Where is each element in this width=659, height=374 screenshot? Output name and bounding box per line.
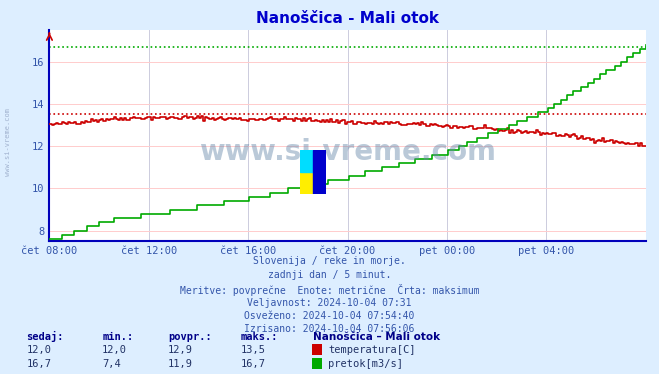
Text: maks.:: maks.: [241, 332, 278, 341]
Text: min.:: min.: [102, 332, 133, 341]
Title: Nanoščica - Mali otok: Nanoščica - Mali otok [256, 11, 439, 26]
Text: sedaj:: sedaj: [26, 331, 64, 341]
Text: 16,7: 16,7 [241, 359, 266, 369]
Bar [300, 150, 313, 172]
Text: 11,9: 11,9 [168, 359, 193, 369]
Text: 16,7: 16,7 [26, 359, 51, 369]
Text: 12,0: 12,0 [26, 346, 51, 355]
Text: temperatura[C]: temperatura[C] [328, 346, 416, 355]
Bar [300, 172, 313, 194]
Text: zadnji dan / 5 minut.: zadnji dan / 5 minut. [268, 270, 391, 280]
Text: pretok[m3/s]: pretok[m3/s] [328, 359, 403, 369]
Text: Slovenija / reke in morje.: Slovenija / reke in morje. [253, 256, 406, 266]
Text: Meritve: povprečne  Enote: metrične  Črta: maksimum: Meritve: povprečne Enote: metrične Črta:… [180, 284, 479, 296]
Bar [313, 150, 326, 194]
Text: Izrisano: 2024-10-04 07:56:06: Izrisano: 2024-10-04 07:56:06 [244, 324, 415, 334]
Text: 13,5: 13,5 [241, 346, 266, 355]
Text: Osveženo: 2024-10-04 07:54:40: Osveženo: 2024-10-04 07:54:40 [244, 311, 415, 321]
Text: 7,4: 7,4 [102, 359, 121, 369]
Text: 12,0: 12,0 [102, 346, 127, 355]
Text: www.si-vreme.com: www.si-vreme.com [199, 138, 496, 166]
Text: www.si-vreme.com: www.si-vreme.com [5, 108, 11, 176]
Text: Nanoščica – Mali otok: Nanoščica – Mali otok [313, 332, 440, 341]
Text: 12,9: 12,9 [168, 346, 193, 355]
Text: Veljavnost: 2024-10-04 07:31: Veljavnost: 2024-10-04 07:31 [247, 298, 412, 308]
Text: povpr.:: povpr.: [168, 332, 212, 341]
